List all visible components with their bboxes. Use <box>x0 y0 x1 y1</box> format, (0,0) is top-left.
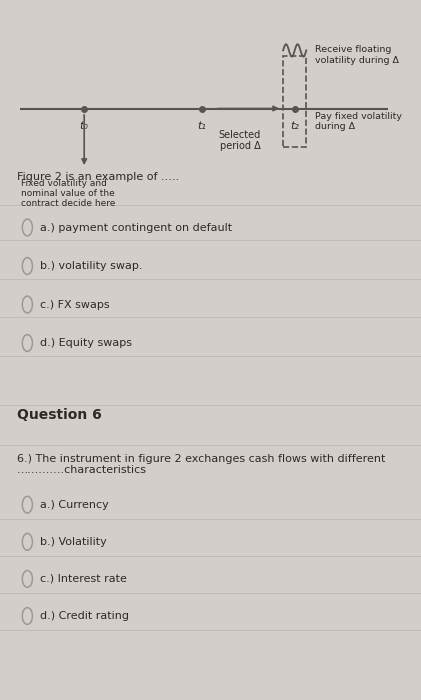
Bar <box>283 56 306 147</box>
Text: Question 6: Question 6 <box>17 408 101 422</box>
Text: c.) Interest rate: c.) Interest rate <box>40 574 127 584</box>
Text: Selected
period Δ: Selected period Δ <box>219 130 261 151</box>
Text: c.) FX swaps: c.) FX swaps <box>40 300 109 309</box>
Text: d.) Credit rating: d.) Credit rating <box>40 611 129 621</box>
Text: b.) Volatility: b.) Volatility <box>40 537 107 547</box>
Text: b.) volatility swap.: b.) volatility swap. <box>40 261 142 271</box>
Text: Figure 2 is an example of .....: Figure 2 is an example of ..... <box>17 172 179 181</box>
Text: d.) Equity swaps: d.) Equity swaps <box>40 338 132 348</box>
Text: t₂: t₂ <box>290 121 299 131</box>
Text: a.) Currency: a.) Currency <box>40 500 109 510</box>
Text: t₀: t₀ <box>80 121 89 131</box>
Text: 6.) The instrument in figure 2 exchanges cash flows with different
………….characte: 6.) The instrument in figure 2 exchanges… <box>17 454 385 475</box>
Text: a.) payment contingent on default: a.) payment contingent on default <box>40 223 232 232</box>
Text: Pay fixed volatility
during Δ: Pay fixed volatility during Δ <box>315 112 402 132</box>
Text: Fixed volatility and
nominal value of the
contract decide here: Fixed volatility and nominal value of th… <box>21 178 115 209</box>
Text: Receive floating
volatility during Δ: Receive floating volatility during Δ <box>315 46 399 65</box>
Text: t₁: t₁ <box>197 121 207 131</box>
